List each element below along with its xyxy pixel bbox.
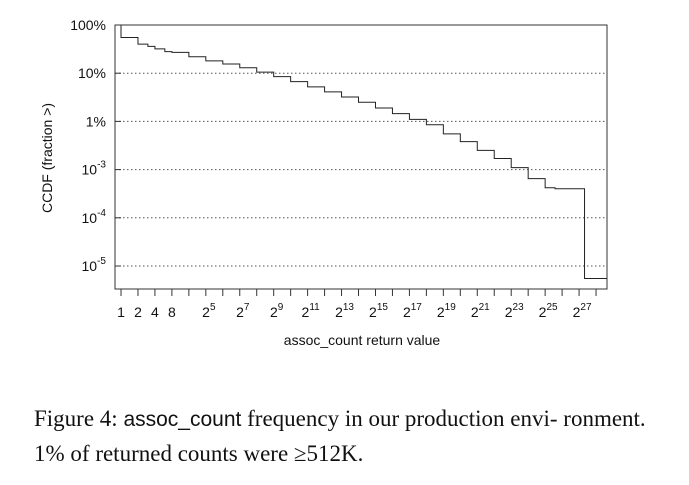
- x-tick-label: 2: [134, 304, 142, 320]
- x-tick-label: 225: [539, 302, 558, 320]
- y-axis-ticks: 100% 10% 1% 10-3 10-4 10-5: [70, 17, 121, 274]
- x-tick-label: 8: [168, 304, 176, 320]
- x-axis-ticks: 1 2 4 8 25 27 29 211 213 215 217 219 221 223 225 227: [117, 289, 597, 320]
- x-tick-label: 221: [471, 302, 490, 320]
- x-tick-label: 211: [302, 302, 321, 320]
- figure-caption: Figure 4: assoc_count frequency in our p…: [34, 402, 664, 471]
- x-tick-label: 217: [403, 302, 422, 320]
- ccdf-series-line: [120, 25, 607, 280]
- x-tick-label: 27: [236, 302, 250, 320]
- ccdf-chart: 100% 10% 1% 10-3 10-4 10-5 1 2 4 8 25 27 29 211 213 21…: [39, 17, 608, 348]
- y-tick-label: 100%: [70, 17, 106, 33]
- x-tick-label: 1: [117, 304, 125, 320]
- y-tick-label: 10-4: [82, 208, 107, 226]
- y-tick-label: 10-3: [82, 160, 107, 178]
- x-tick-label: 219: [437, 302, 456, 320]
- x-tick-label: 223: [505, 302, 524, 320]
- caption-term: assoc_count: [123, 408, 242, 431]
- x-axis-label: assoc_count return value: [284, 332, 441, 348]
- plot-frame: [114, 24, 608, 290]
- caption-text-2: ronment. 1% of returned counts were ≥512…: [34, 406, 646, 466]
- x-tick-label: 4: [151, 304, 159, 320]
- x-tick-label: 227: [573, 302, 592, 320]
- y-axis-label: CCDF (fraction >): [39, 103, 55, 213]
- y-tick-label: 1%: [86, 113, 106, 129]
- x-tick-label: 29: [270, 302, 284, 320]
- y-tick-label: 10%: [78, 65, 106, 81]
- x-tick-label: 215: [369, 302, 388, 320]
- caption-text-1: frequency in our production envi-: [247, 406, 558, 431]
- x-tick-label: 25: [202, 302, 216, 320]
- x-tick-label: 213: [335, 302, 354, 320]
- caption-label: Figure 4:: [34, 406, 118, 431]
- y-tick-label: 10-5: [82, 256, 107, 274]
